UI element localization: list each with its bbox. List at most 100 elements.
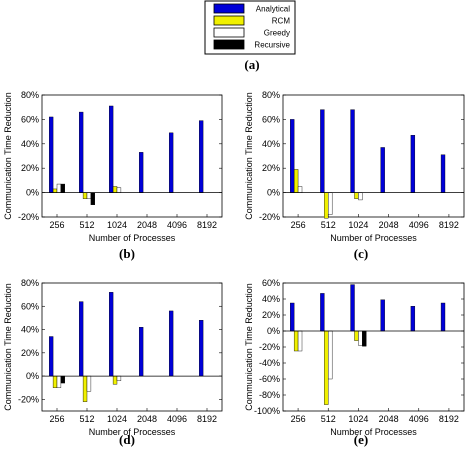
y-tick-label: 80% — [21, 90, 39, 100]
y-tick-label: 0% — [267, 188, 280, 198]
y-tick-label: 40% — [262, 139, 280, 149]
bar-rcm-256 — [293, 169, 299, 193]
x-tick-label: 512 — [321, 414, 336, 424]
x-axis-label: Number of Processes — [89, 233, 176, 243]
bar-recursive-256 — [60, 375, 66, 384]
legend-label-rcm: RCM — [272, 17, 291, 26]
x-tick-label: 4096 — [409, 220, 429, 230]
x-tick-label: 8192 — [197, 414, 217, 424]
y-tick-label: -20% — [18, 394, 39, 404]
x-axis-label: Number of Processes — [330, 233, 417, 243]
x-tick-label: 4096 — [409, 414, 429, 424]
bar-recursive-512 — [90, 192, 96, 206]
bar-greedy-256 — [56, 183, 62, 193]
x-tick-label: 2048 — [137, 220, 157, 230]
y-tick-label: 80% — [262, 90, 280, 100]
bar-analytical-1024 — [350, 109, 355, 193]
bar-greedy-1024 — [116, 375, 122, 381]
y-tick-label: 60% — [262, 114, 280, 124]
x-tick-label: 8192 — [439, 414, 459, 424]
chart-panel-e: -100% -80% -60% -40% -20% 0% 20% 40% 60% 256 512 10… — [244, 278, 465, 437]
legend-swatch-recursive — [213, 39, 245, 50]
bar-analytical-4096 — [410, 135, 416, 193]
legend-entry-rcm: RCM — [213, 15, 291, 26]
y-tick-label: 60% — [21, 114, 39, 124]
legend-entry-recursive: Recursive — [213, 39, 291, 50]
panel-label-a: (a) — [244, 57, 259, 72]
chart-panel-d: -20% 0% 20% 40% 60% 80% 256 512 1024 2048 4096 8192… — [3, 278, 223, 437]
x-tick-label: 512 — [79, 414, 94, 424]
y-axis-label: Communication Time Reduction — [244, 283, 254, 411]
legend-swatch-greedy — [213, 27, 245, 38]
bar-analytical-256 — [49, 116, 54, 193]
legend-swatch-analytical — [213, 3, 245, 14]
bar-rcm-512 — [324, 192, 329, 219]
y-tick-label: 20% — [21, 348, 39, 358]
bar-analytical-2048 — [380, 147, 385, 193]
y-tick-label: 20% — [262, 310, 280, 320]
chart-panel-b: -20% 0% 20% 40% 60% 80% 256 512 1024 2048 4096 8192… — [3, 90, 223, 243]
x-tick-label: 4096 — [167, 220, 187, 230]
bar-analytical-256 — [290, 119, 295, 193]
bar-greedy-512 — [328, 330, 333, 380]
bar-analytical-512 — [320, 109, 325, 193]
y-tick-label: 20% — [262, 163, 280, 173]
legend-label-greedy: Greedy — [264, 29, 290, 38]
chart-panel-c: -20% 0% 20% 40% 60% 80% 256 512 1024 2048 4096 8192… — [244, 90, 465, 243]
legend-label-recursive: Recursive — [254, 41, 290, 50]
y-axis-label: Communication Time Reduction — [3, 283, 13, 411]
x-axis-label: Number of Processes — [330, 427, 417, 437]
y-tick-label: -100% — [254, 406, 280, 416]
y-tick-label: 80% — [21, 278, 39, 288]
x-tick-label: 1024 — [107, 414, 127, 424]
panel-label-b: (b) — [119, 246, 135, 261]
y-tick-label: 20% — [21, 163, 39, 173]
bar-rcm-1024 — [112, 375, 118, 385]
bar-analytical-512 — [320, 293, 325, 332]
bar-analytical-1024 — [108, 105, 114, 193]
y-tick-label: -60% — [259, 374, 280, 384]
bar-greedy-256 — [297, 330, 303, 352]
legend-entry-greedy: Greedy — [213, 27, 290, 38]
bar-greedy-512 — [86, 375, 92, 392]
bar-analytical-256 — [49, 336, 54, 377]
bar-rcm-256 — [293, 330, 299, 352]
x-tick-label: 1024 — [107, 220, 127, 230]
bar-analytical-8192 — [198, 320, 204, 377]
x-tick-label: 1024 — [348, 220, 368, 230]
plot-area — [282, 282, 465, 412]
y-tick-label: 60% — [262, 278, 280, 288]
x-tick-label: 256 — [49, 220, 64, 230]
bar-greedy-1024 — [358, 192, 363, 201]
bar-rcm-512 — [82, 192, 88, 199]
x-tick-label: 512 — [79, 220, 94, 230]
x-tick-label: 2048 — [137, 414, 157, 424]
bar-analytical-4096 — [168, 132, 174, 193]
panel-label-e: (e) — [354, 432, 368, 447]
bar-rcm-256 — [52, 375, 58, 388]
bar-greedy-1024 — [116, 187, 122, 193]
y-tick-label: 0% — [26, 188, 39, 198]
bar-rcm-512 — [82, 375, 88, 402]
y-tick-label: -20% — [259, 212, 280, 222]
bar-analytical-8192 — [198, 120, 204, 193]
bar-analytical-8192 — [440, 302, 446, 332]
legend-swatch-rcm — [213, 15, 245, 26]
y-tick-label: 60% — [21, 301, 39, 311]
x-axis-label: Number of Processes — [89, 427, 176, 437]
y-tick-label: -40% — [259, 358, 280, 368]
x-tick-label: 256 — [291, 220, 306, 230]
bar-analytical-1024 — [108, 292, 114, 377]
legend-entry-analytical: Analytical — [213, 3, 290, 14]
bar-analytical-4096 — [410, 306, 416, 332]
bar-analytical-512 — [78, 301, 84, 377]
y-axis-label: Communication Time Reduction — [3, 92, 13, 220]
bar-rcm-1024 — [112, 186, 118, 193]
bar-recursive-256 — [60, 183, 66, 193]
bar-analytical-8192 — [440, 154, 446, 193]
plot-area — [282, 94, 465, 218]
x-tick-label: 512 — [321, 220, 336, 230]
y-tick-label: -20% — [18, 212, 39, 222]
y-tick-label: 40% — [21, 139, 39, 149]
